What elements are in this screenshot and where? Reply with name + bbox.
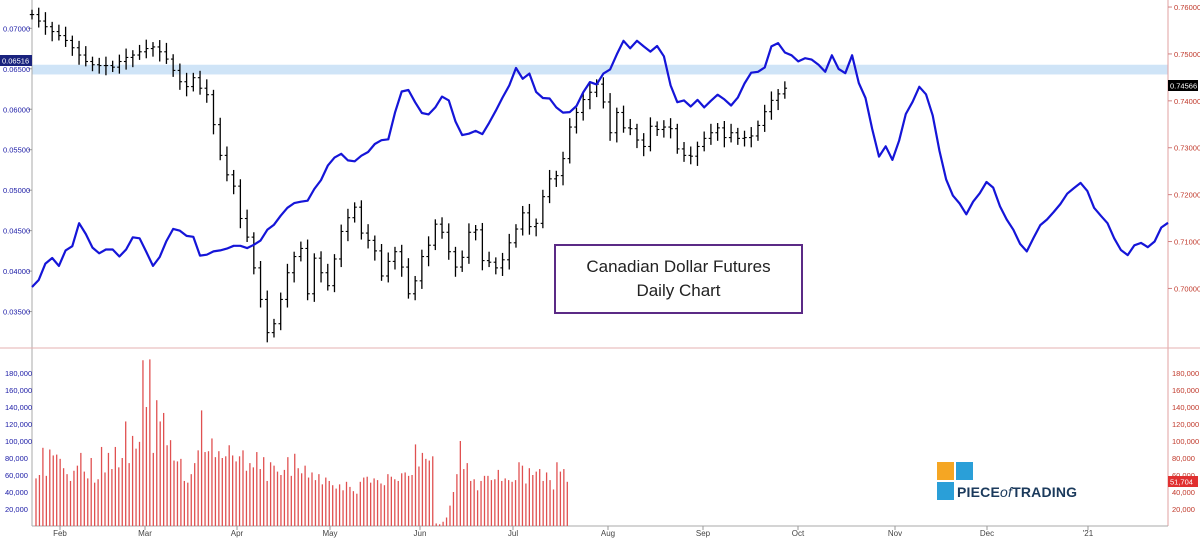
volume-axis-tick-label-left: 100,000 (5, 437, 32, 446)
volume-axis-ticks: 180,000 180,000 160,000 160,000 140,000 140,0… (5, 369, 1199, 514)
volume-axis-tick-label-right: 80,000 (1172, 454, 1195, 463)
left-axis-tick-label: 0.03500 (3, 308, 30, 317)
cad-spot-line (31, 39, 1169, 288)
resistance-band (32, 64, 1168, 75)
chart-subtitle: Daily Chart (636, 281, 721, 300)
piece-of-trading-logo: PIECEofTRADING (937, 462, 1087, 504)
logo-text-mid: of (1000, 484, 1013, 500)
volume-axis-tick-label-right: 120,000 (1172, 420, 1199, 429)
logo-text-main: PIECE (957, 484, 1001, 500)
right-axis-tick-label: 0.72000 (1174, 191, 1200, 200)
logo-text-end: TRADING (1012, 484, 1078, 500)
left-axis-tick-label: 0.04500 (3, 227, 30, 236)
volume-axis-tick-label-left: 160,000 (5, 386, 32, 395)
logo-squares-icon (937, 462, 973, 500)
x-axis-tick-label: Mar (138, 529, 152, 538)
volume-axis-tick-label-left: 80,000 (5, 454, 28, 463)
volume-last-value-label: 51,704 (1170, 478, 1193, 487)
x-axis-tick-label: Jul (508, 529, 518, 538)
right-axis-tick-label: 0.75000 (1174, 50, 1200, 59)
x-axis-tick-label: Nov (888, 529, 902, 538)
x-axis-tick-label: Aug (601, 529, 615, 538)
x-axis-tick-label: Apr (231, 529, 244, 538)
left-axis-ticks: 0.07000 0.06500 0.06000 0.05500 0.05000 0.045… (3, 24, 32, 317)
x-axis-tick-label: Feb (53, 529, 67, 538)
left-last-value-marker: 0.06516 (0, 55, 32, 66)
volume-axis-tick-label-left: 120,000 (5, 420, 32, 429)
left-axis-tick-label: 0.06500 (3, 65, 30, 74)
volume-axis-tick-label-right: 140,000 (1172, 403, 1199, 412)
volume-bars (35, 359, 568, 526)
volume-axis-tick-label-left: 180,000 (5, 369, 32, 378)
right-axis-tick-label: 0.70000 (1174, 284, 1200, 293)
volume-axis-tick-label-right: 60,000 (1172, 471, 1195, 480)
x-axis-tick-label: May (322, 529, 337, 538)
volume-axis-tick-label-right: 180,000 (1172, 369, 1199, 378)
ohlc-series (29, 7, 788, 343)
left-axis-tick-label: 0.06000 (3, 105, 30, 114)
volume-axis-tick-label-right: 40,000 (1172, 488, 1195, 497)
chart-title: Canadian Dollar Futures (586, 257, 771, 276)
x-axis-tick-label: Dec (980, 529, 994, 538)
left-axis-tick-label: 0.05000 (3, 186, 30, 195)
right-last-value-marker: 0.74566 (1168, 80, 1198, 91)
volume-last-value-marker: 51,704 (1168, 476, 1198, 487)
logo-text: PIECEofTRADING (957, 484, 1077, 500)
chart-title-box: Canadian Dollar Futures Daily Chart (554, 244, 803, 314)
x-axis-tick-label: '21 (1083, 529, 1094, 538)
volume-axis-tick-label-left: 140,000 (5, 403, 32, 412)
right-axis-tick-label: 0.73000 (1174, 144, 1200, 153)
x-axis-tick-label: Oct (792, 529, 805, 538)
right-axis-tick-label: 0.74000 (1174, 97, 1200, 106)
left-axis-tick-label: 0.05500 (3, 146, 30, 155)
left-axis-tick-label: 0.04000 (3, 267, 30, 276)
volume-axis-tick-label-left: 20,000 (5, 505, 28, 514)
left-axis-tick-label: 0.07000 (3, 24, 30, 33)
volume-axis-tick-label-left: 60,000 (5, 471, 28, 480)
volume-axis-tick-label-right: 160,000 (1172, 386, 1199, 395)
volume-axis-tick-label-right: 20,000 (1172, 505, 1195, 514)
right-axis-tick-label: 0.76000 (1174, 3, 1200, 12)
volume-axis-tick-label-right: 100,000 (1172, 437, 1199, 446)
right-axis-tick-label: 0.71000 (1174, 238, 1200, 247)
right-axis-ticks: 0.76000 0.75000 0.74000 0.73000 0.72000 0.710… (1168, 3, 1200, 293)
x-axis-tick-label: Sep (696, 529, 711, 538)
x-axis-ticks: Feb Mar Apr May Jun Jul Aug Sep Oct Nov Dec '21 (53, 526, 1094, 538)
left-last-value-label: 0.06516 (2, 57, 29, 66)
right-last-value-label: 0.74566 (1170, 82, 1197, 91)
volume-axis-tick-label-left: 40,000 (5, 488, 28, 497)
x-axis-tick-label: Jun (414, 529, 427, 538)
